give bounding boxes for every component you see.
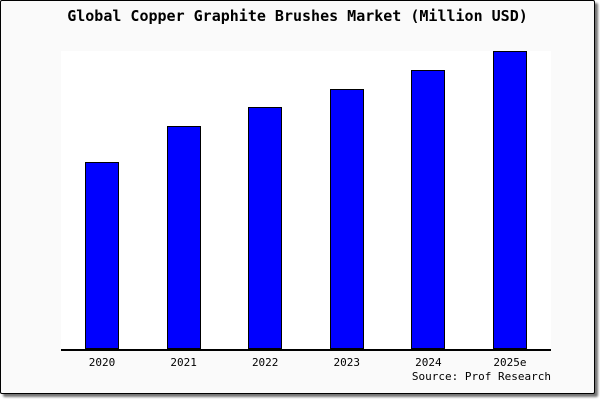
bar-2021 xyxy=(166,125,201,349)
bar-2024 xyxy=(411,69,446,349)
x-tick-label-2020: 2020 xyxy=(88,356,116,369)
bar-2020 xyxy=(85,162,119,349)
source-note: Source: Prof Research xyxy=(411,370,551,383)
chart-title: Global Copper Graphite Brushes Market (M… xyxy=(67,7,528,25)
x-tick-label-2024: 2024 xyxy=(415,356,442,369)
bar-2025e xyxy=(492,51,527,349)
x-tick-label-2023: 2023 xyxy=(333,356,361,369)
x-tick-label-2025e: 2025e xyxy=(493,356,527,369)
bars xyxy=(61,51,551,349)
x-axis-tick-labels: 2020 2021 2022 2023 2024 2025e xyxy=(61,356,551,369)
chart-card: Global Copper Graphite Brushes Market (M… xyxy=(0,0,595,394)
bar-2022 xyxy=(248,106,283,349)
plot-area xyxy=(61,51,551,351)
bar-2023 xyxy=(329,88,364,349)
x-tick-label-2022: 2022 xyxy=(251,356,279,369)
x-tick-label-2021: 2021 xyxy=(170,356,197,369)
